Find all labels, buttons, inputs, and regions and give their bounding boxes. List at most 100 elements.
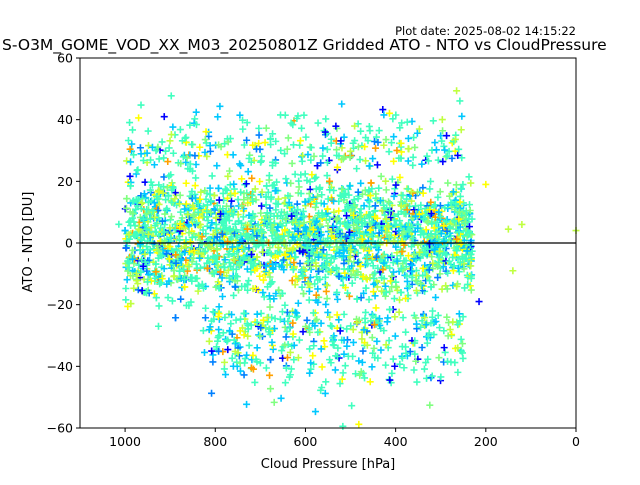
- scatter-point: [323, 159, 331, 167]
- scatter-point: [430, 245, 438, 253]
- scatter-point: [355, 357, 363, 365]
- scatter-point: [388, 272, 396, 280]
- scatter-point: [406, 348, 414, 356]
- scatter-point: [289, 233, 297, 241]
- scatter-point: [283, 328, 291, 336]
- scatter-point: [213, 252, 221, 260]
- scatter-point: [196, 254, 204, 262]
- scatter-point: [190, 210, 198, 218]
- scatter-point: [323, 258, 331, 266]
- scatter-point: [192, 174, 200, 182]
- scatter-point: [298, 266, 306, 274]
- scatter-point: [313, 315, 321, 323]
- scatter-point: [235, 261, 243, 269]
- scatter-point: [263, 182, 271, 190]
- scatter-point: [147, 277, 155, 285]
- scatter-point: [129, 126, 137, 134]
- scatter-point: [352, 217, 360, 225]
- scatter-point: [264, 188, 272, 196]
- scatter-point: [317, 159, 325, 167]
- scatter-point: [344, 265, 352, 273]
- scatter-point: [177, 160, 185, 168]
- scatter-point: [255, 139, 263, 147]
- scatter-point: [336, 191, 344, 199]
- data-points: [115, 87, 580, 430]
- scatter-point: [447, 199, 455, 207]
- scatter-point: [422, 226, 430, 234]
- scatter-point: [171, 189, 179, 197]
- scatter-point: [330, 197, 338, 205]
- scatter-point: [247, 158, 255, 166]
- scatter-point: [244, 325, 252, 333]
- scatter-point: [307, 359, 315, 367]
- scatter-point: [141, 178, 149, 186]
- scatter-point: [358, 358, 366, 366]
- scatter-point: [444, 357, 452, 365]
- scatter-point: [370, 274, 378, 282]
- scatter-point: [283, 145, 291, 153]
- scatter-point: [425, 266, 433, 274]
- scatter-point: [142, 288, 150, 296]
- scatter-point: [372, 144, 380, 152]
- scatter-point: [294, 354, 302, 362]
- scatter-point: [342, 273, 350, 281]
- scatter-point: [284, 317, 292, 325]
- scatter-point: [256, 359, 264, 367]
- scatter-point: [161, 210, 169, 218]
- scatter-point: [340, 153, 348, 161]
- scatter-point: [320, 337, 328, 345]
- scatter-point: [443, 152, 451, 160]
- scatter-point: [273, 178, 281, 186]
- scatter-point: [385, 337, 393, 345]
- scatter-point: [231, 220, 239, 228]
- scatter-point: [127, 300, 135, 308]
- scatter-point: [186, 238, 194, 246]
- scatter-point: [259, 289, 267, 297]
- scatter-point: [245, 154, 253, 162]
- scatter-point: [455, 145, 463, 153]
- scatter-point: [318, 211, 326, 219]
- scatter-point: [206, 190, 214, 198]
- scatter-point: [134, 280, 142, 288]
- scatter-point: [321, 128, 329, 136]
- scatter-point: [206, 323, 214, 331]
- scatter-point: [140, 233, 148, 241]
- scatter-point: [206, 184, 214, 192]
- scatter-point: [449, 188, 457, 196]
- scatter-point: [248, 174, 256, 182]
- scatter-point: [305, 190, 313, 198]
- scatter-point: [344, 224, 352, 232]
- scatter-point: [230, 180, 238, 188]
- scatter-point: [152, 268, 160, 276]
- scatter-point: [371, 292, 379, 300]
- scatter-point: [294, 227, 302, 235]
- scatter-point: [397, 139, 405, 147]
- scatter-point: [435, 354, 443, 362]
- scatter-point: [122, 204, 130, 212]
- scatter-point: [292, 219, 300, 227]
- scatter-point: [431, 139, 439, 147]
- scatter-point: [259, 316, 267, 324]
- scatter-point: [372, 253, 380, 261]
- scatter-point: [410, 206, 418, 214]
- scatter-point: [367, 243, 375, 251]
- scatter-point: [397, 221, 405, 229]
- scatter-point: [228, 209, 236, 217]
- scatter-point: [403, 206, 411, 214]
- scatter-point: [215, 196, 223, 204]
- scatter-point: [135, 225, 143, 233]
- scatter-point: [424, 273, 432, 281]
- y-axis-label: ATO - NTO [DU]: [21, 192, 36, 293]
- scatter-point: [208, 219, 216, 227]
- scatter-point: [349, 221, 357, 229]
- scatter-point: [281, 251, 289, 259]
- scatter-point: [218, 293, 226, 301]
- scatter-point: [283, 261, 291, 269]
- scatter-point: [243, 400, 251, 408]
- scatter-point: [389, 115, 397, 123]
- scatter-point: [290, 141, 298, 149]
- scatter-point: [318, 250, 326, 258]
- scatter-point: [226, 191, 234, 199]
- scatter-point: [310, 342, 318, 350]
